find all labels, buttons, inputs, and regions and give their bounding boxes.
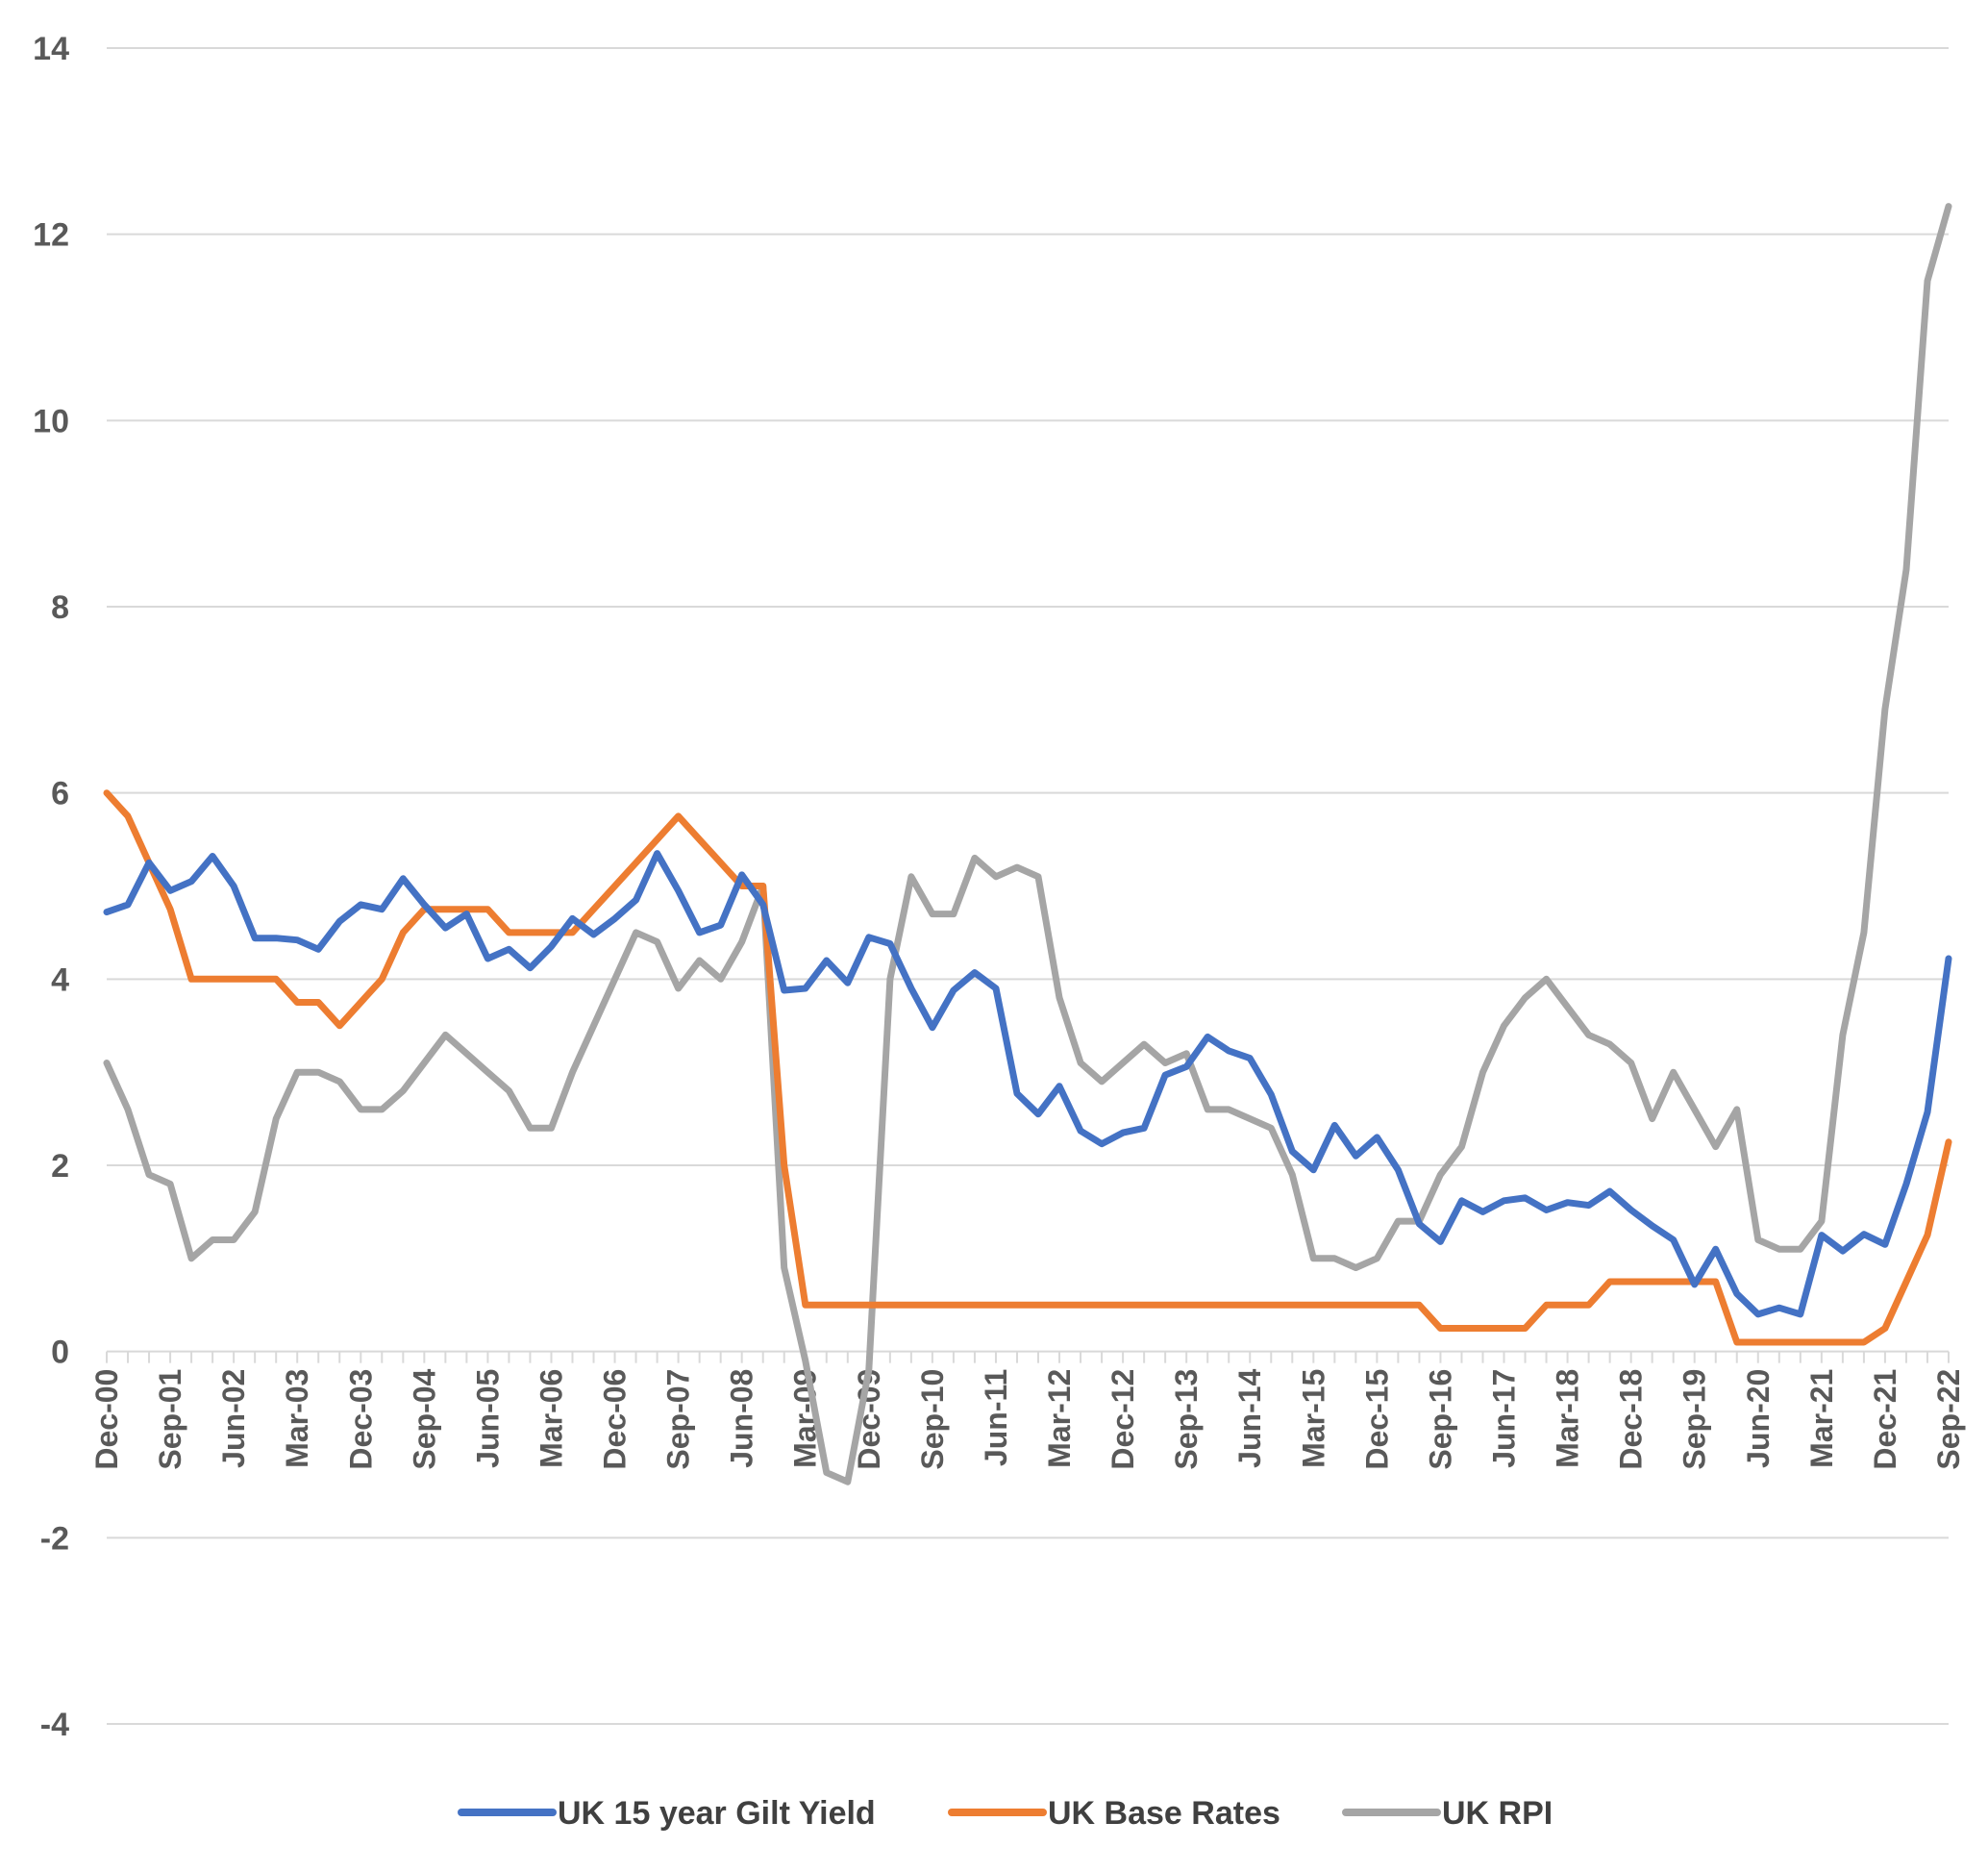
series-line-uk-base-rates — [103, 789, 1952, 1346]
y-tick-label: 4 — [51, 961, 69, 998]
x-tick-label: Dec-12 — [1106, 1369, 1140, 1470]
x-tick-label: Mar-06 — [534, 1369, 568, 1468]
x-tick-label: Jun-17 — [1487, 1369, 1522, 1468]
y-tick-label: 14 — [33, 31, 69, 67]
x-tick-label: Sep-13 — [1169, 1369, 1204, 1470]
x-tick-label: Mar-12 — [1042, 1369, 1077, 1468]
y-axis-ticks: -4 -2 0 2 4 6 8 10 12 14 — [33, 31, 69, 1743]
x-tick-label: Sep-16 — [1423, 1369, 1457, 1470]
y-tick-label: -4 — [40, 1707, 69, 1743]
series-lines — [103, 203, 1952, 1485]
legend-label: UK Base Rates — [1048, 1795, 1280, 1832]
x-tick-label: Dec-15 — [1359, 1369, 1394, 1470]
x-tick-label: Mar-18 — [1551, 1369, 1585, 1468]
y-tick-label: 2 — [51, 1148, 69, 1185]
gridlines — [107, 47, 1949, 1725]
x-tick-label: Jun-20 — [1741, 1369, 1776, 1468]
x-tick-label: Mar-03 — [280, 1369, 314, 1468]
y-tick-label: 8 — [51, 589, 69, 626]
x-tick-label: Jun-05 — [470, 1369, 505, 1468]
x-tick-label: Mar-21 — [1804, 1369, 1839, 1468]
series-line-uk-15-year-gilt-yield — [103, 850, 1952, 1318]
x-tick-label: Jun-11 — [979, 1369, 1013, 1466]
x-tick-label: Jun-02 — [216, 1369, 251, 1468]
x-tick-label: Dec-03 — [343, 1369, 378, 1470]
x-tick-label: Sep-07 — [661, 1369, 696, 1470]
y-tick-label: 6 — [51, 776, 69, 812]
x-tick-label: Dec-18 — [1614, 1369, 1649, 1470]
x-axis — [106, 1350, 1950, 1363]
x-tick-label: Sep-04 — [407, 1368, 441, 1469]
x-tick-label: Sep-19 — [1677, 1369, 1712, 1470]
x-tick-label: Sep-01 — [153, 1369, 187, 1470]
x-tick-label: Dec-06 — [598, 1369, 633, 1470]
y-tick-label: 12 — [33, 217, 69, 254]
legend: UK 15 year Gilt Yield UK Base Rates UK RPI — [458, 1795, 1553, 1832]
x-tick-label: Dec-00 — [89, 1369, 124, 1470]
x-tick-label: Sep-10 — [915, 1369, 950, 1470]
legend-label: UK 15 year Gilt Yield — [558, 1795, 876, 1832]
y-tick-label: -2 — [40, 1520, 69, 1557]
series-line-uk-rpi — [103, 203, 1952, 1485]
y-tick-label: 10 — [33, 403, 69, 439]
x-tick-label: Jun-14 — [1232, 1368, 1267, 1467]
x-tick-label: Mar-15 — [1296, 1369, 1330, 1468]
x-tick-label: Jun-08 — [725, 1369, 759, 1468]
x-axis-ticks: Dec-00 Sep-01 Jun-02 Mar-03 Dec-03 Sep-04 Jun-… — [89, 1368, 1966, 1469]
x-tick-label: Dec-21 — [1868, 1369, 1902, 1470]
x-tick-label: Sep-22 — [1931, 1369, 1966, 1470]
y-tick-label: 0 — [51, 1335, 69, 1371]
legend-label: UK RPI — [1442, 1795, 1553, 1832]
